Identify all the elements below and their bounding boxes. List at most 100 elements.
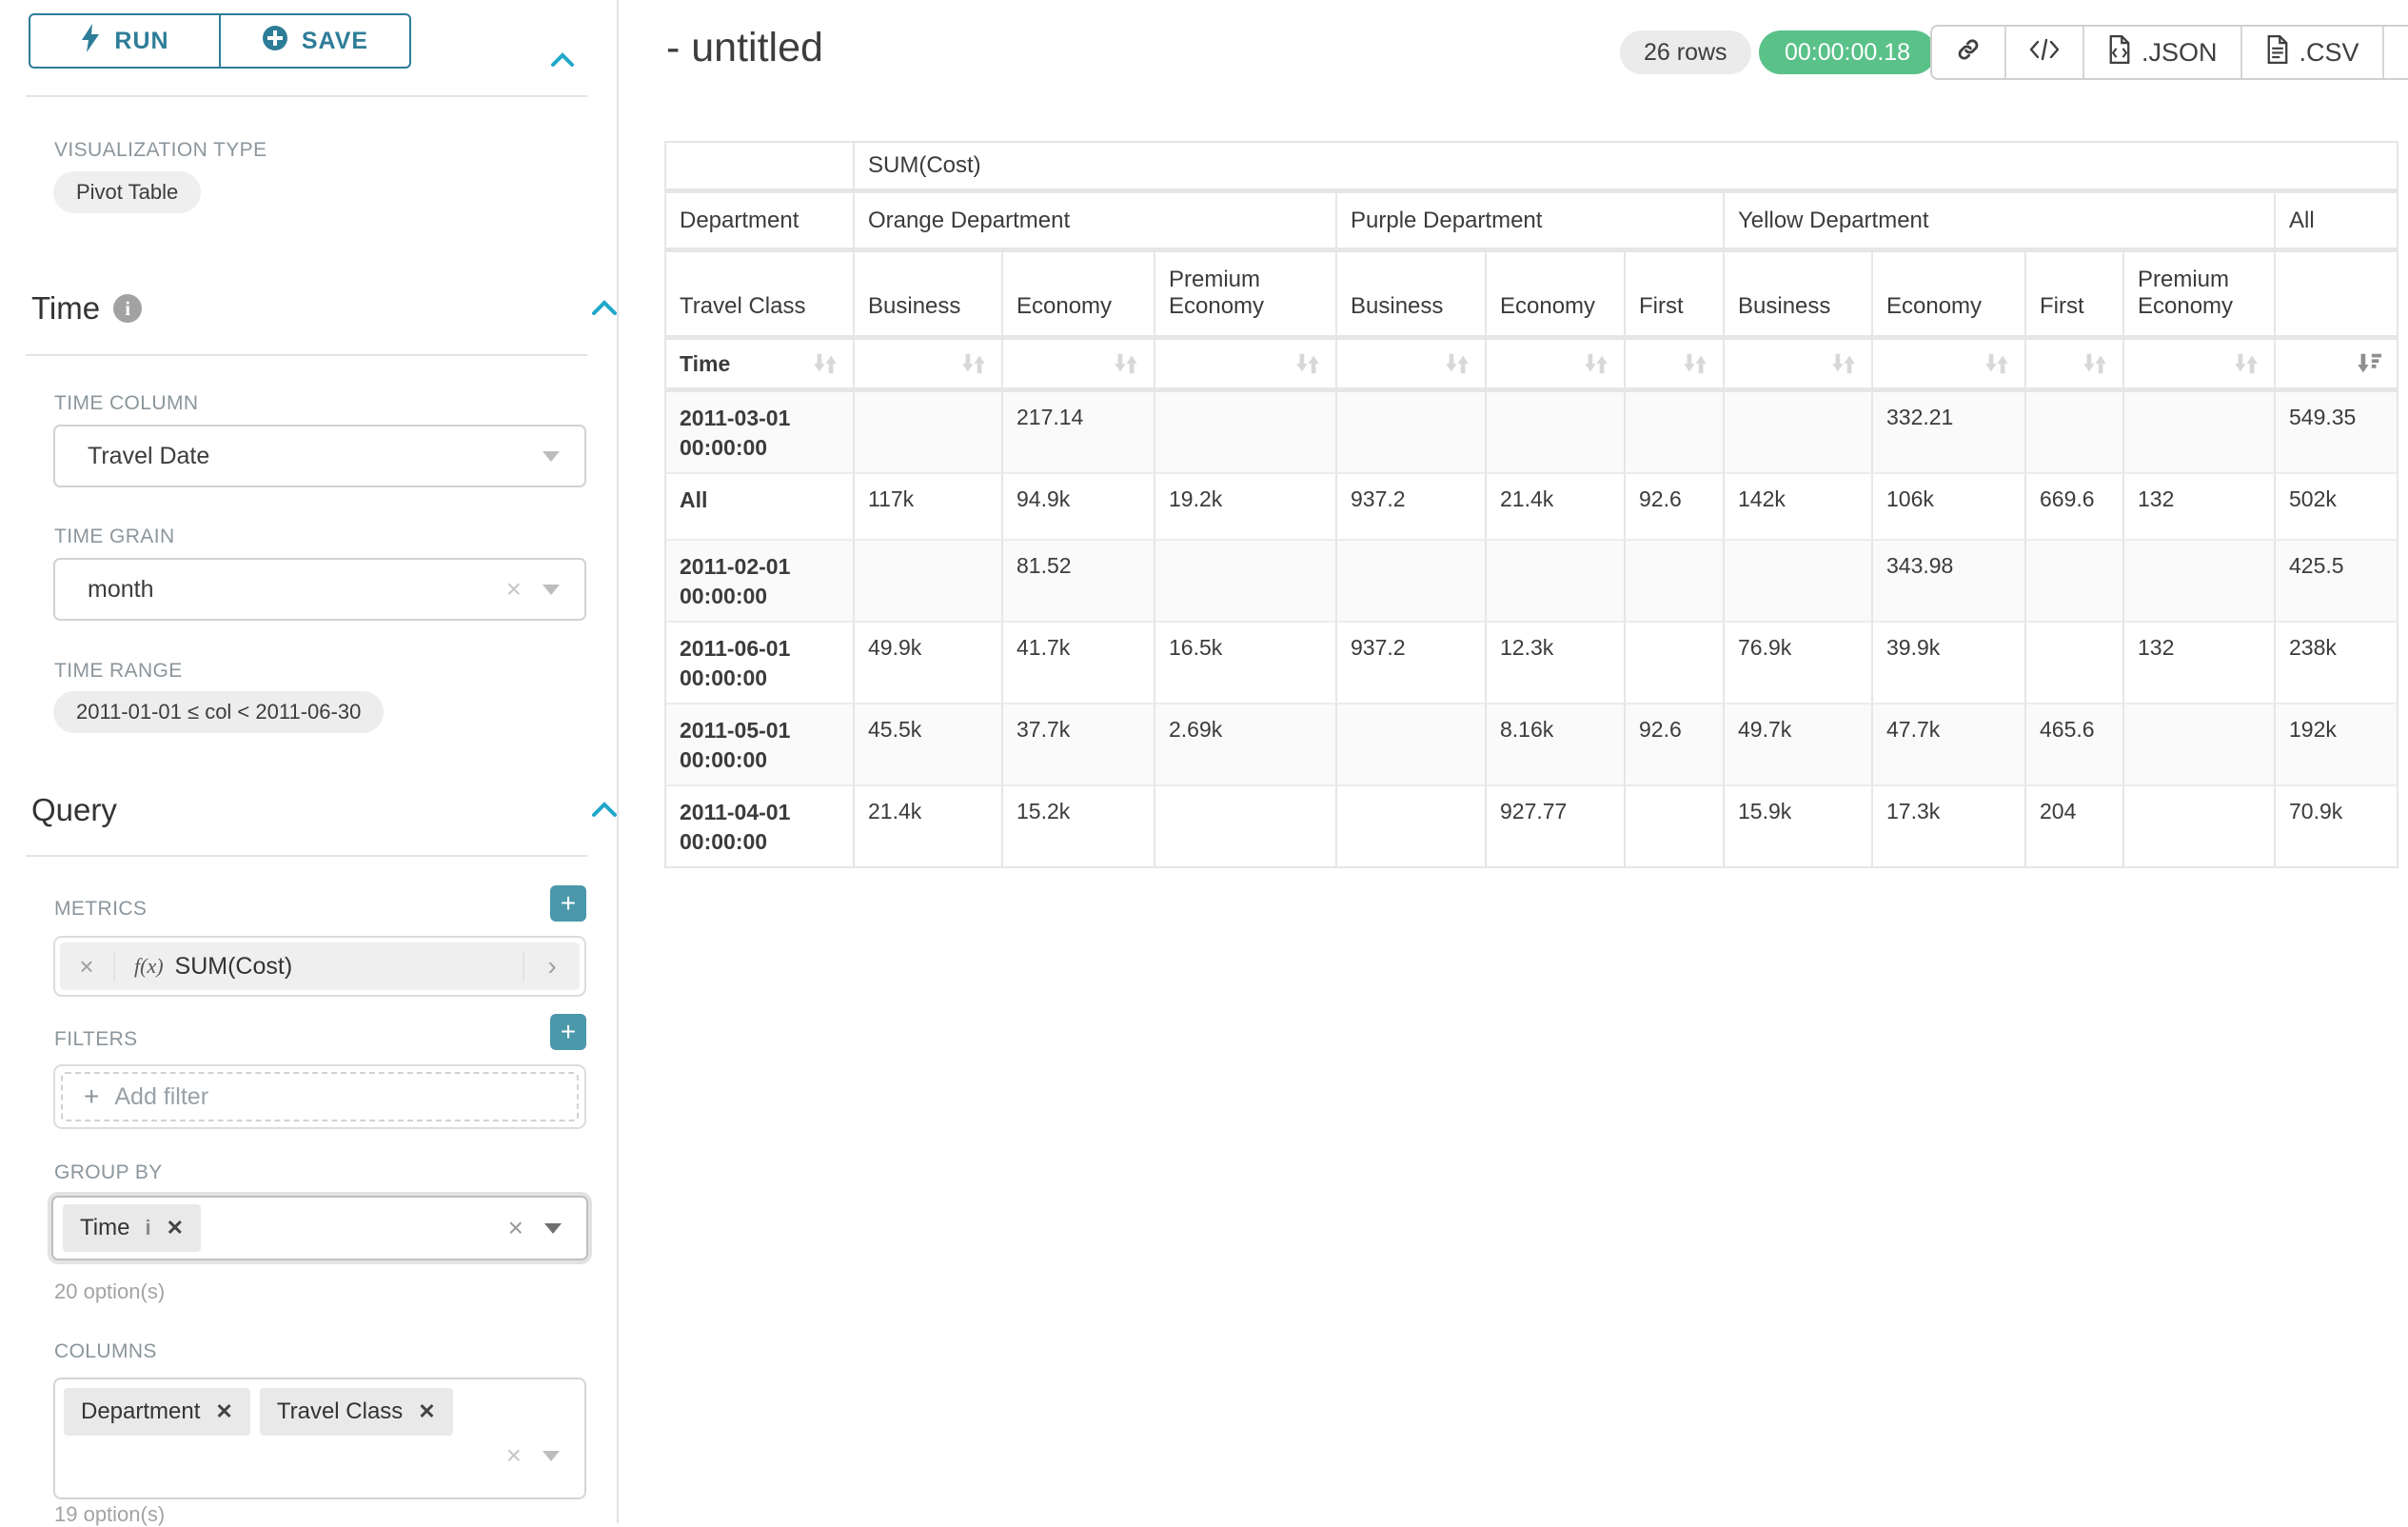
cell: 106k [1873, 474, 2026, 542]
control-panel-sidebar: Chart Type RUN SAVE VISUALIZATION TYPE P… [0, 0, 617, 1526]
cell [1337, 541, 1487, 624]
group-by-select[interactable]: Time i ✕ × [48, 1192, 592, 1264]
cell [2026, 541, 2124, 624]
metric-header-cell: SUM(Cost) [855, 143, 2398, 193]
column-group-header: All [2276, 193, 2398, 252]
metrics-label: METRICS [54, 898, 148, 920]
copy-link-button[interactable] [1932, 27, 2004, 78]
cell [1626, 541, 1725, 624]
export-json-label: .JSON [2142, 37, 2218, 67]
chevron-up-icon[interactable] [548, 46, 577, 79]
group-by-tag-time[interactable]: Time i ✕ [63, 1204, 202, 1252]
cell: 49.7k [1725, 704, 1873, 787]
chevron-down-icon[interactable] [544, 1222, 562, 1234]
columns-tag-travel-class[interactable]: Travel Class ✕ [259, 1388, 453, 1436]
column-leaf-header: Business [855, 252, 1003, 340]
cell: 8.16k [1487, 704, 1626, 787]
menu-button[interactable] [2381, 27, 2408, 78]
time-grain-select[interactable]: month × [53, 558, 586, 621]
cell: 192k [2276, 704, 2398, 787]
sort-toggle-icon[interactable] [2124, 340, 2276, 392]
cell [2124, 392, 2276, 475]
sort-toggle-icon[interactable] [1725, 340, 1873, 392]
lightning-bolt-icon [80, 23, 101, 59]
add-filter-plus-button[interactable]: + [550, 1014, 586, 1050]
remove-tag-icon[interactable]: ✕ [215, 1399, 233, 1423]
cell [855, 541, 1003, 624]
cell: 47.7k [1873, 704, 2026, 787]
cell [1626, 623, 1725, 705]
save-button-label: SAVE [301, 27, 369, 54]
table-row: 2011-05-01 00:00:00 45.5k 37.7k 2.69k 8.16k 9… [666, 704, 2398, 787]
cell: 15.9k [1725, 786, 1873, 869]
cell [2124, 704, 2276, 787]
cell [1626, 786, 1725, 869]
cell: 76.9k [1725, 623, 1873, 705]
remove-metric-icon[interactable]: × [60, 951, 115, 982]
clear-icon[interactable]: × [507, 1213, 523, 1242]
sort-toggle-icon[interactable] [1626, 340, 1725, 392]
columns-select[interactable]: Department ✕ Travel Class ✕ × [53, 1378, 586, 1499]
time-column-select[interactable]: Travel Date [53, 425, 586, 487]
collapse-time-section-icon[interactable] [588, 290, 621, 327]
sort-descending-icon[interactable] [2276, 340, 2398, 392]
group-by-hint: 20 option(s) [54, 1279, 166, 1303]
sort-toggle-icon[interactable] [1155, 340, 1337, 392]
chevron-down-icon[interactable] [543, 450, 560, 462]
embed-code-button[interactable] [2004, 27, 2082, 78]
export-button-group: .JSON .CSV [1930, 25, 2408, 80]
chevron-down-icon[interactable] [543, 584, 560, 595]
corner-cell [666, 143, 855, 193]
cell: 21.4k [1487, 474, 1626, 542]
chart-title[interactable]: - untitled [666, 25, 823, 70]
code-icon [2029, 37, 2060, 69]
cell: 204 [2026, 786, 2124, 869]
chevron-down-icon[interactable] [543, 1450, 560, 1461]
table-row: 2011-03-01 00:00:00 217.14 332.21 549.35 [666, 392, 2398, 475]
sort-toggle-icon[interactable] [1487, 340, 1626, 392]
cell [1337, 786, 1487, 869]
visualization-type-pill[interactable]: Pivot Table [53, 171, 202, 213]
add-filter-button[interactable]: + Add filter [61, 1072, 579, 1121]
remove-tag-icon[interactable]: ✕ [418, 1399, 436, 1423]
cell [2124, 541, 2276, 624]
cell: 132 [2124, 623, 2276, 705]
save-button[interactable]: SAVE [219, 15, 409, 67]
time-range-pill[interactable]: 2011-01-01 ≤ col < 2011-06-30 [53, 691, 385, 733]
info-icon[interactable]: i [145, 1216, 151, 1239]
cell [2026, 623, 2124, 705]
clear-icon[interactable]: × [505, 574, 522, 604]
time-range-label: TIME RANGE [54, 660, 183, 682]
cell: 19.2k [1155, 474, 1337, 542]
export-csv-button[interactable]: .CSV [2240, 27, 2382, 78]
cell: 937.2 [1337, 474, 1487, 542]
metric-header-row: SUM(Cost) [666, 143, 2398, 193]
chevron-right-icon[interactable]: › [523, 951, 580, 982]
cell: 142k [1725, 474, 1873, 542]
cell: 12.3k [1487, 623, 1626, 705]
sort-toggle-icon[interactable] [855, 340, 1003, 392]
remove-tag-icon[interactable]: ✕ [166, 1216, 185, 1239]
time-column-value: Travel Date [88, 442, 210, 469]
cell [1725, 541, 1873, 624]
clear-icon[interactable]: × [505, 1440, 522, 1470]
chart-panel: - untitled 26 rows 00:00:00.18 .JSON .CS… [619, 0, 2408, 1523]
divider [26, 354, 587, 356]
metric-pill[interactable]: × f(x) SUM(Cost) › [60, 942, 580, 990]
column-leaf-header: Premium Economy [1155, 252, 1337, 340]
export-json-button[interactable]: .JSON [2082, 27, 2240, 78]
column-group-header: Purple Department [1337, 193, 1725, 252]
sort-toggle-icon[interactable] [1337, 340, 1487, 392]
cell: 669.6 [2026, 474, 2124, 542]
cell: 927.77 [1487, 786, 1626, 869]
add-metric-button[interactable]: + [550, 885, 586, 922]
run-button[interactable]: RUN [30, 15, 219, 67]
sort-toggle-icon[interactable] [1873, 340, 2026, 392]
sort-toggle-icon[interactable] [2026, 340, 2124, 392]
sort-toggle-icon[interactable] [1003, 340, 1155, 392]
cell [1487, 392, 1626, 475]
info-icon[interactable]: i [113, 294, 143, 323]
cell [1337, 704, 1487, 787]
collapse-query-section-icon[interactable] [588, 792, 621, 828]
columns-tag-department[interactable]: Department ✕ [64, 1388, 250, 1436]
